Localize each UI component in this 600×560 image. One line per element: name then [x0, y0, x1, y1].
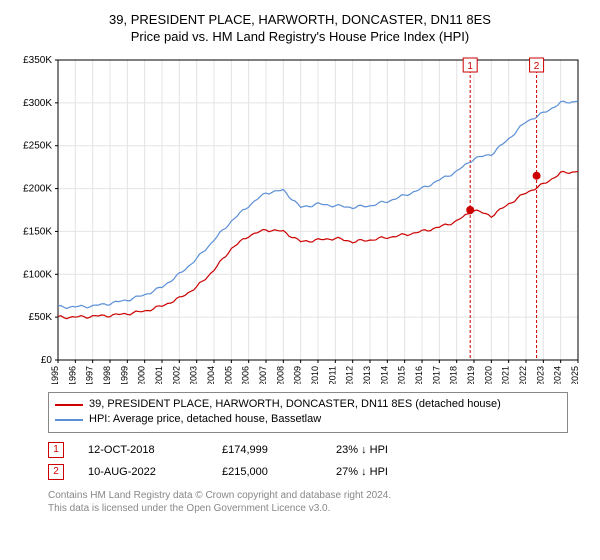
svg-text:2004: 2004 — [206, 366, 216, 384]
svg-text:2017: 2017 — [431, 366, 441, 384]
svg-text:£0: £0 — [41, 355, 53, 366]
svg-text:2014: 2014 — [379, 366, 389, 384]
chart-svg: £0 £50K £100K £150K £200K £250K £300K £350K 1995… — [12, 54, 588, 384]
svg-text:2001: 2001 — [154, 366, 164, 384]
svg-text:£300K: £300K — [23, 98, 52, 109]
svg-text:£200K: £200K — [23, 184, 52, 195]
copyright-line1: Contains HM Land Registry data © Crown c… — [48, 489, 568, 502]
svg-text:£50K: £50K — [29, 312, 53, 323]
legend-swatch — [55, 404, 83, 406]
marker-row: 1 12-OCT-2018 £174,999 23% ↓ HPI — [48, 439, 568, 461]
svg-text:2007: 2007 — [258, 366, 268, 384]
svg-text:2000: 2000 — [137, 366, 147, 384]
svg-text:2010: 2010 — [310, 366, 320, 384]
svg-text:2016: 2016 — [414, 366, 424, 384]
marker-pct: 23% ↓ HPI — [336, 444, 388, 456]
chart-title: 39, PRESIDENT PLACE, HARWORTH, DONCASTER… — [0, 12, 600, 27]
marker-date: 12-OCT-2018 — [88, 444, 198, 456]
legend: 39, PRESIDENT PLACE, HARWORTH, DONCASTER… — [48, 392, 568, 433]
svg-text:2009: 2009 — [293, 366, 303, 384]
chart-area: £0 £50K £100K £150K £200K £250K £300K £350K 1995… — [12, 54, 588, 384]
marker-date: 10-AUG-2022 — [88, 466, 198, 478]
svg-text:1998: 1998 — [102, 366, 112, 384]
svg-text:1997: 1997 — [85, 366, 95, 384]
legend-swatch — [55, 419, 83, 421]
svg-text:£250K: £250K — [23, 141, 52, 152]
svg-text:2002: 2002 — [171, 366, 181, 384]
svg-text:2019: 2019 — [466, 366, 476, 384]
svg-text:2024: 2024 — [553, 366, 563, 384]
svg-text:£150K: £150K — [23, 226, 52, 237]
svg-text:£100K: £100K — [23, 269, 52, 280]
legend-row: 39, PRESIDENT PLACE, HARWORTH, DONCASTER… — [55, 397, 561, 412]
sale-markers-table: 1 12-OCT-2018 £174,999 23% ↓ HPI 2 10-AUG-202… — [48, 439, 568, 483]
svg-text:£350K: £350K — [23, 55, 52, 66]
marker-number: 1 — [48, 442, 64, 458]
svg-text:2023: 2023 — [535, 366, 545, 384]
marker-number: 2 — [48, 464, 64, 480]
svg-text:2022: 2022 — [518, 366, 528, 384]
svg-text:2005: 2005 — [223, 366, 233, 384]
chart-subtitle: Price paid vs. HM Land Registry's House … — [0, 29, 600, 44]
svg-text:2008: 2008 — [275, 366, 285, 384]
svg-text:2013: 2013 — [362, 366, 372, 384]
svg-text:2025: 2025 — [570, 366, 580, 384]
copyright-line2: This data is licensed under the Open Gov… — [48, 502, 568, 515]
marker-price: £174,999 — [222, 444, 312, 456]
marker-price: £215,000 — [222, 466, 312, 478]
svg-text:2015: 2015 — [397, 366, 407, 384]
svg-text:2012: 2012 — [345, 366, 355, 384]
legend-label: 39, PRESIDENT PLACE, HARWORTH, DONCASTER… — [89, 397, 501, 412]
legend-label: HPI: Average price, detached house, Bass… — [89, 412, 321, 427]
svg-text:1: 1 — [467, 61, 473, 72]
svg-text:1995: 1995 — [50, 366, 60, 384]
svg-text:1999: 1999 — [119, 366, 129, 384]
svg-text:1996: 1996 — [67, 366, 77, 384]
marker-pct: 27% ↓ HPI — [336, 466, 388, 478]
marker-row: 2 10-AUG-2022 £215,000 27% ↓ HPI — [48, 461, 568, 483]
legend-row: HPI: Average price, detached house, Bass… — [55, 412, 561, 427]
svg-text:2021: 2021 — [501, 366, 511, 384]
svg-text:2003: 2003 — [189, 366, 199, 384]
svg-text:2011: 2011 — [327, 366, 337, 384]
svg-text:2018: 2018 — [449, 366, 459, 384]
svg-text:2020: 2020 — [483, 366, 493, 384]
svg-text:2006: 2006 — [241, 366, 251, 384]
svg-text:2: 2 — [534, 61, 540, 72]
